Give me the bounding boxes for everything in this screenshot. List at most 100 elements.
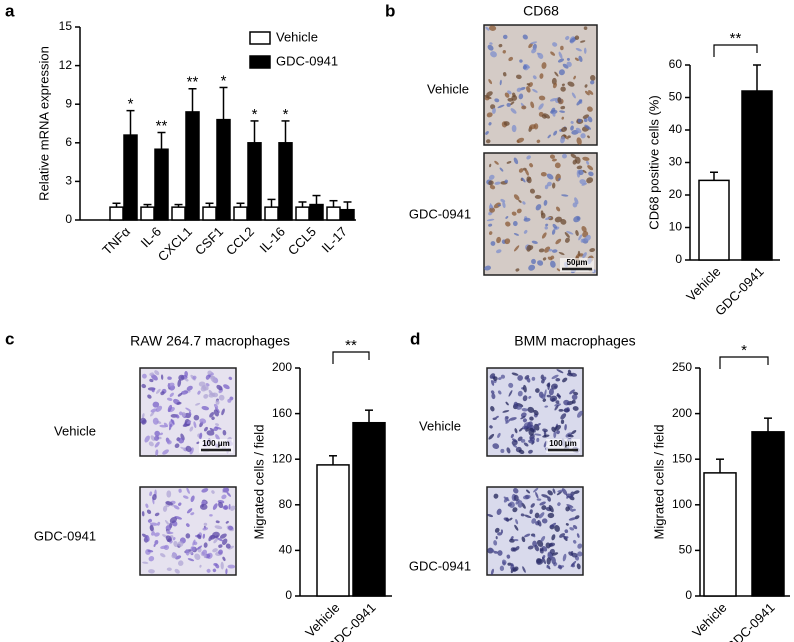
cell [498, 377, 502, 380]
cell [528, 427, 535, 436]
cell [489, 184, 496, 190]
cell [220, 561, 224, 570]
cell [500, 198, 506, 203]
cell [586, 160, 590, 165]
cell [548, 543, 553, 547]
cell [202, 527, 209, 531]
cell [201, 549, 208, 556]
y-tick-label: 0 [675, 252, 682, 266]
cell [542, 428, 548, 433]
cell [578, 55, 583, 62]
cell [212, 568, 217, 573]
cell [199, 564, 202, 568]
cell [486, 218, 495, 222]
cell [536, 498, 542, 501]
cell [530, 41, 538, 45]
cell [166, 397, 173, 401]
cell [166, 531, 174, 535]
significance-bracket [332, 351, 370, 364]
cell [548, 248, 553, 252]
cell [554, 216, 562, 223]
cell [487, 513, 494, 518]
cell [586, 177, 594, 184]
cell [186, 487, 190, 494]
cell [151, 387, 155, 393]
cell [214, 525, 223, 530]
cell [583, 26, 588, 30]
cell [518, 449, 525, 455]
cell [182, 495, 189, 499]
cell [587, 116, 593, 123]
cell [201, 405, 210, 411]
cell [201, 500, 207, 505]
cell [521, 536, 526, 543]
cell [504, 415, 508, 423]
cell [556, 369, 564, 374]
bar [751, 431, 785, 597]
cell [510, 433, 514, 439]
cell [542, 257, 547, 261]
cell [212, 503, 218, 510]
image-label: Vehicle [54, 423, 96, 438]
cell [500, 529, 504, 534]
cell [505, 216, 509, 219]
cell [584, 84, 588, 88]
cell [494, 98, 500, 103]
cell [484, 94, 492, 99]
cell [506, 447, 511, 454]
cell [493, 202, 501, 209]
cell [581, 225, 587, 233]
legend-swatch [249, 31, 271, 45]
cell [152, 417, 159, 425]
cell [520, 438, 526, 443]
cell [141, 511, 145, 517]
cell [185, 523, 190, 527]
cell [206, 430, 215, 436]
cell [548, 505, 554, 513]
y-tick-label: 12 [59, 58, 73, 72]
cell [500, 448, 505, 454]
cell [170, 418, 175, 425]
cell [526, 83, 531, 86]
cell [578, 234, 583, 241]
cell [510, 101, 515, 106]
cell [551, 426, 556, 433]
cell [178, 502, 182, 506]
cell [582, 169, 587, 174]
cell [582, 252, 587, 259]
cell [538, 95, 546, 101]
cell [178, 488, 182, 493]
cell [513, 539, 519, 542]
cell [215, 434, 220, 441]
cell [529, 188, 536, 194]
cell [587, 135, 590, 139]
cell [142, 373, 147, 379]
image-label: GDC-0941 [409, 206, 471, 221]
cell [167, 404, 173, 413]
cell [519, 59, 523, 63]
cell [225, 568, 228, 575]
cell [577, 410, 583, 418]
cell [524, 514, 532, 519]
cell [546, 181, 552, 187]
cell [564, 529, 569, 534]
legend-swatch [249, 55, 271, 69]
cell [485, 26, 490, 31]
cell [546, 394, 552, 398]
cell [485, 131, 489, 135]
panel-letter: d [410, 329, 420, 348]
cell [192, 375, 197, 380]
cell [555, 238, 562, 245]
cell [494, 527, 500, 533]
y-tick-label: 80 [279, 497, 293, 511]
x-tick-label: Vehicle [683, 264, 723, 304]
cell [141, 419, 147, 425]
x-tick-label: IL-16 [256, 224, 288, 256]
cell [505, 401, 509, 406]
cell [166, 440, 172, 445]
y-axis-label: CD68 positive cells (%) [646, 95, 661, 229]
cell [190, 495, 195, 503]
cell [507, 97, 514, 102]
cell [223, 384, 230, 390]
cell [583, 118, 588, 123]
